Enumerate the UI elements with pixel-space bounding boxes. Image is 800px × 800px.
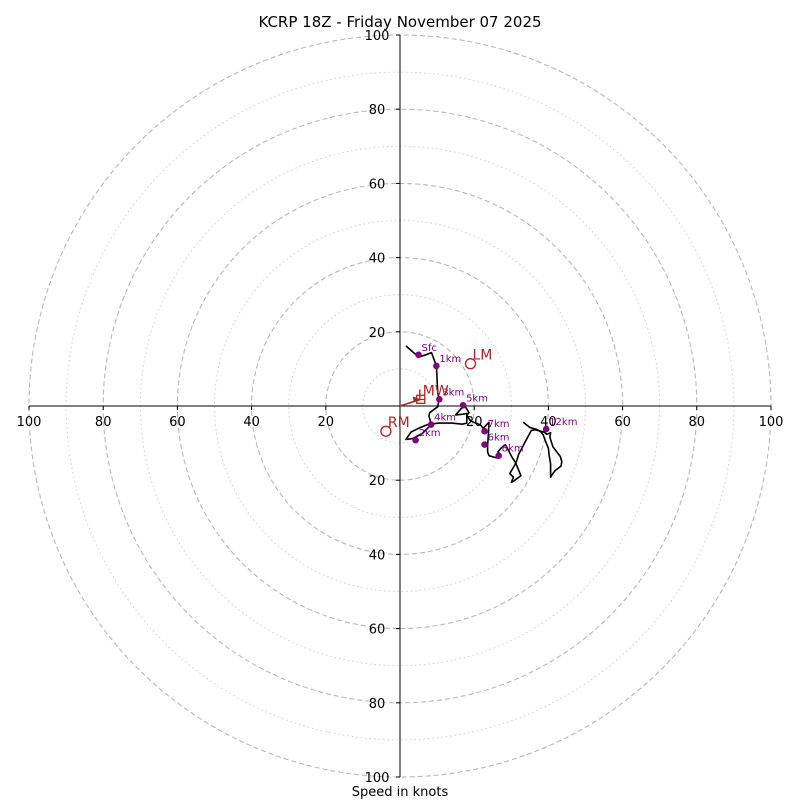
height-label-2km: 2km bbox=[419, 428, 441, 439]
tick-label-y-neg: 60 bbox=[369, 623, 386, 638]
wind-trace-group bbox=[405, 345, 563, 484]
height-label-Sfc: Sfc bbox=[422, 343, 437, 354]
tick-label-y-pos: 20 bbox=[369, 326, 386, 341]
tick-label-x-pos: 40 bbox=[540, 415, 557, 430]
height-marker-12km bbox=[542, 425, 550, 433]
height-marker-4km bbox=[427, 421, 435, 428]
storm-motion-label-RM: RM bbox=[388, 415, 410, 431]
storm-motion-label-LM: LM bbox=[472, 348, 492, 364]
storm-motion-group: LM RM MWL bbox=[380, 348, 492, 437]
chart-title: KCRP 18Z - Friday November 07 2025 bbox=[258, 13, 541, 31]
tick-label-y-pos: 80 bbox=[369, 103, 386, 118]
height-label-6km: 6km bbox=[488, 433, 510, 444]
tick-label-x-pos: 100 bbox=[759, 415, 784, 430]
height-label-3km: 3km bbox=[442, 387, 464, 398]
height-label-8km: 8km bbox=[502, 444, 524, 455]
height-marker-7km bbox=[481, 427, 488, 435]
storm-motion-label-MW: MW bbox=[423, 383, 449, 399]
tick-label-x-neg: 60 bbox=[169, 415, 186, 430]
storm-motion-marker-MW bbox=[416, 394, 426, 404]
height-marker-1km bbox=[433, 362, 440, 370]
tick-label-x-pos: 80 bbox=[689, 415, 706, 430]
height-label-5km: 5km bbox=[466, 393, 488, 404]
tick-label-y-neg: 100 bbox=[365, 771, 390, 786]
tick-label-y-pos: 40 bbox=[369, 252, 386, 267]
tick-label-x-pos: 60 bbox=[614, 415, 631, 430]
height-marker-2km bbox=[412, 436, 419, 444]
storm-motion-marker-LM bbox=[464, 358, 477, 370]
tick-label-x-neg: 20 bbox=[318, 415, 335, 430]
tick-label-x-neg: 100 bbox=[17, 415, 42, 430]
storm-motion-marker-RM bbox=[380, 425, 392, 437]
tick-label-y-neg: 40 bbox=[369, 548, 386, 563]
height-marker-5km bbox=[459, 401, 467, 409]
height-label-4km: 4km bbox=[434, 413, 456, 424]
tick-label-x-neg: 40 bbox=[243, 415, 260, 430]
height-label-1km: 1km bbox=[439, 354, 461, 365]
height-marker-6km bbox=[481, 441, 488, 448]
tick-label-y-pos: 60 bbox=[369, 177, 386, 192]
height-marker-Sfc bbox=[415, 351, 422, 359]
tick-label-y-pos: 100 bbox=[365, 29, 390, 44]
x-axis-label: Speed in knots bbox=[352, 785, 449, 800]
height-label-7km: 7km bbox=[488, 419, 510, 430]
height-marker-3km bbox=[436, 396, 443, 403]
storm-motion-label-extra: L bbox=[418, 388, 426, 404]
height-marker-8km bbox=[495, 452, 502, 460]
tick-label-x-neg: 80 bbox=[95, 415, 112, 430]
tick-label-y-neg: 20 bbox=[369, 474, 386, 489]
height-label-12km: 12km bbox=[549, 417, 577, 428]
tick-label-y-neg: 80 bbox=[369, 697, 386, 712]
wind-trace bbox=[405, 345, 563, 484]
